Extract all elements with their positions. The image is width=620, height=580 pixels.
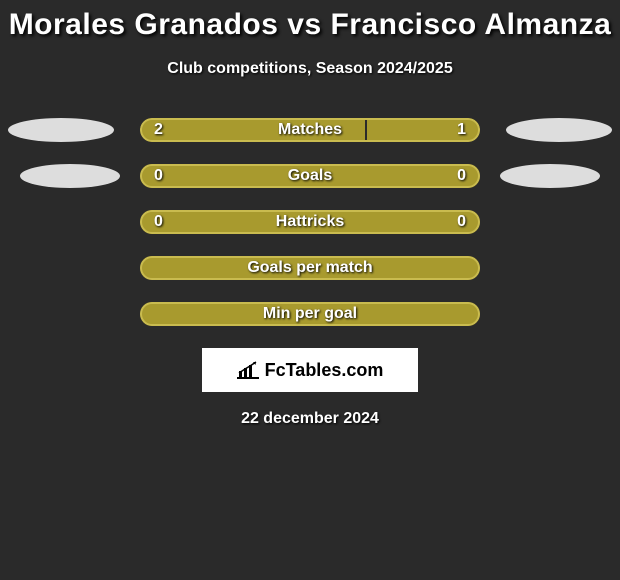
stat-bar: 0 0 Hattricks xyxy=(140,210,480,234)
page-title: Morales Granados vs Francisco Almanza xyxy=(0,8,620,42)
chart-icon xyxy=(237,361,259,379)
stat-bar: 2 1 Matches xyxy=(140,118,480,142)
stat-rows: 2 1 Matches 0 0 Goals 0 0 Hattricks Goals per mat… xyxy=(0,118,620,326)
stat-row: 0 0 Goals xyxy=(0,164,620,188)
stat-label: Goals per match xyxy=(247,259,372,277)
stat-row: 0 0 Hattricks xyxy=(0,210,620,234)
stat-value-left: 0 xyxy=(154,213,163,231)
stat-label: Goals xyxy=(288,167,332,185)
stat-value-right: 1 xyxy=(457,121,466,139)
stat-label: Min per goal xyxy=(263,305,357,323)
stat-bar: Goals per match xyxy=(140,256,480,280)
stat-value-right: 0 xyxy=(457,167,466,185)
stat-value-left: 2 xyxy=(154,121,163,139)
logo-text: FcTables.com xyxy=(237,360,384,381)
stat-row: Min per goal xyxy=(0,302,620,326)
page-subtitle: Club competitions, Season 2024/2025 xyxy=(0,60,620,78)
stats-container: Morales Granados vs Francisco Almanza Cl… xyxy=(0,0,620,428)
ellipse-right xyxy=(500,164,600,188)
date-text: 22 december 2024 xyxy=(0,410,620,428)
stat-value-right: 0 xyxy=(457,213,466,231)
logo-label: FcTables.com xyxy=(265,360,384,381)
logo-box: FcTables.com xyxy=(202,348,418,392)
stat-label: Hattricks xyxy=(276,213,344,231)
ellipse-left xyxy=(20,164,120,188)
stat-row: 2 1 Matches xyxy=(0,118,620,142)
stat-value-left: 0 xyxy=(154,167,163,185)
stat-row: Goals per match xyxy=(0,256,620,280)
stat-label: Matches xyxy=(278,121,342,139)
ellipse-right xyxy=(506,118,612,142)
stat-bar: 0 0 Goals xyxy=(140,164,480,188)
stat-bar: Min per goal xyxy=(140,302,480,326)
ellipse-left xyxy=(8,118,114,142)
